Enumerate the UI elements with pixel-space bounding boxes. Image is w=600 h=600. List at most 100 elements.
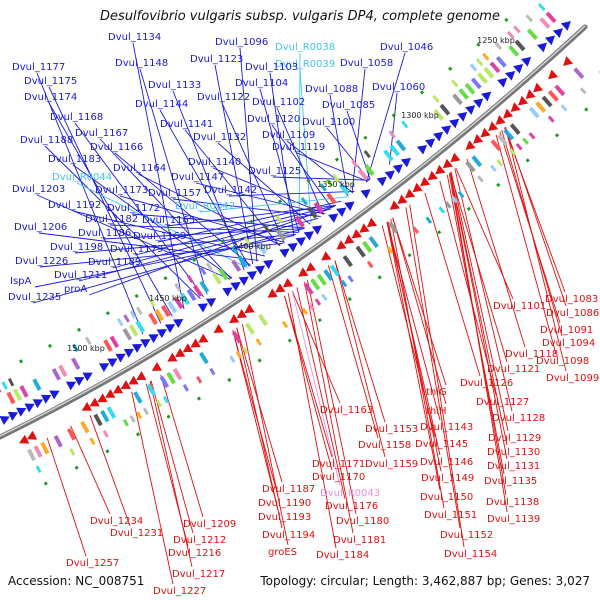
gc-mark [74, 465, 79, 470]
reverse-gene-arrow [488, 121, 499, 132]
feature-block-inner [386, 246, 394, 254]
feature-block-outer [477, 72, 488, 84]
reverse-gene-arrow [473, 134, 484, 144]
gene-label-reverse: Dvul_1135 [484, 476, 537, 487]
forward-gene-arrow [344, 201, 355, 211]
feature-block-inner [444, 201, 452, 209]
gene-label-reverse: groES [268, 547, 297, 558]
forward-gene-arrow [287, 242, 298, 253]
feature-block-inner [547, 115, 555, 123]
gene-label-reverse: Dvul_1091 [540, 325, 593, 336]
leader-line [32, 227, 305, 304]
feature-block-inner [425, 216, 433, 224]
gene-label-forward: Dvul_1122 [197, 92, 250, 103]
feature-block-outer [300, 197, 308, 206]
leader-line [304, 282, 354, 534]
leader-line [217, 142, 311, 225]
feature-block-inner [156, 399, 163, 408]
forward-gene-arrow [360, 189, 371, 199]
gene-label-forward: Dvul_1133 [148, 80, 201, 91]
leader-line [74, 233, 296, 254]
feature-block-inner [355, 245, 366, 258]
reverse-gene-arrow [298, 267, 309, 277]
gc-mark [43, 481, 48, 486]
gene-label-forward: Dvul_1206 [14, 222, 67, 233]
feature-block-inner [366, 260, 374, 269]
feature-block-inner [528, 132, 536, 140]
feature-block-inner [136, 411, 143, 419]
leader-line [405, 207, 461, 529]
gc-mark [257, 358, 262, 363]
gene-label-forward: Dvul_1172 [107, 203, 160, 214]
forward-gene-arrow [131, 344, 143, 353]
gene-label-forward: Dvul_1125 [248, 166, 301, 177]
leader-line [70, 425, 111, 515]
gene-label-forward: Dvul_1179 [110, 244, 163, 255]
feature-block-outer [363, 150, 371, 159]
feature-block-inner [323, 269, 334, 282]
leader-line [214, 64, 254, 265]
forward-gene-arrow [115, 353, 126, 363]
gene-label-forward: Dvul_1085 [322, 100, 375, 111]
feature-block-inner [340, 279, 348, 288]
leader-line [112, 208, 332, 269]
feature-block-inner [53, 434, 63, 448]
gene-label-forward: Dvul_R0042 [175, 201, 235, 212]
leader-line [72, 164, 233, 279]
gc-mark [584, 107, 589, 112]
feature-block-outer [389, 144, 400, 157]
feature-block-inner [255, 338, 262, 346]
gene-label-reverse: Dvul_1152 [440, 530, 493, 541]
leader-line [137, 173, 281, 246]
feature-block-inner [162, 395, 169, 404]
gene-label-reverse: Dvul_1193 [258, 512, 311, 523]
feature-block-outer [395, 139, 407, 152]
gene-label-forward: Dvul_1141 [160, 119, 213, 130]
feature-block-inner [303, 282, 314, 295]
feature-block-inner [310, 278, 321, 291]
feature-block-inner [547, 90, 559, 102]
feature-block-outer [174, 283, 182, 292]
feature-block-inner [199, 351, 209, 365]
feature-block-outer [192, 284, 203, 298]
scale-ticks: 1250 kbp 1300 kbp 1350 kbp 1400 kbp 1450 kbp… [67, 36, 515, 353]
forward-gene-arrow [140, 339, 151, 349]
feature-block-outer [167, 300, 178, 314]
gc-mark [476, 42, 481, 47]
feature-block-outer [464, 82, 476, 95]
feature-block-outer [1, 381, 8, 390]
forward-gene-arrow [441, 125, 452, 135]
leader-line [291, 290, 341, 404]
summary-label: Topology: circular; Length: 3,462,887 bp… [260, 574, 590, 588]
forward-gene-arrow [465, 105, 476, 115]
leader-line [48, 102, 173, 317]
reverse-gene-arrow [282, 278, 294, 288]
gc-mark [105, 449, 110, 454]
forward-gene-arrow [74, 377, 85, 386]
gene-label-reverse: Dvul_R0043 [320, 488, 380, 499]
leader-line [131, 391, 174, 585]
leader-line [389, 92, 398, 165]
forward-gene-arrow [0, 416, 10, 426]
feature-block-outer [326, 192, 337, 205]
genome-backbone-highlight [0, 25, 586, 437]
feature-block-inner [573, 67, 585, 79]
feature-block-inner [235, 351, 243, 359]
leader-line [449, 172, 508, 513]
feature-block-inner [497, 134, 508, 146]
feature-block-outer [199, 266, 207, 276]
forward-gene-arrow [544, 35, 555, 46]
forward-gene-arrow [246, 271, 257, 281]
feature-block-outer [450, 79, 459, 88]
feature-block-outer [51, 368, 62, 381]
gene-label-reverse: Dvul_1209 [183, 519, 236, 530]
feature-block-inner [33, 445, 43, 458]
feature-block-inner [40, 441, 50, 455]
feature-block-inner [522, 137, 530, 145]
leader-line [392, 217, 447, 405]
leader-line [386, 221, 441, 456]
gene-label-forward: Dvul_1134 [108, 32, 161, 43]
leader-line [287, 293, 337, 549]
feature-block-outer [332, 173, 340, 183]
gene-label-reverse: Dvul_1163 [320, 405, 373, 416]
